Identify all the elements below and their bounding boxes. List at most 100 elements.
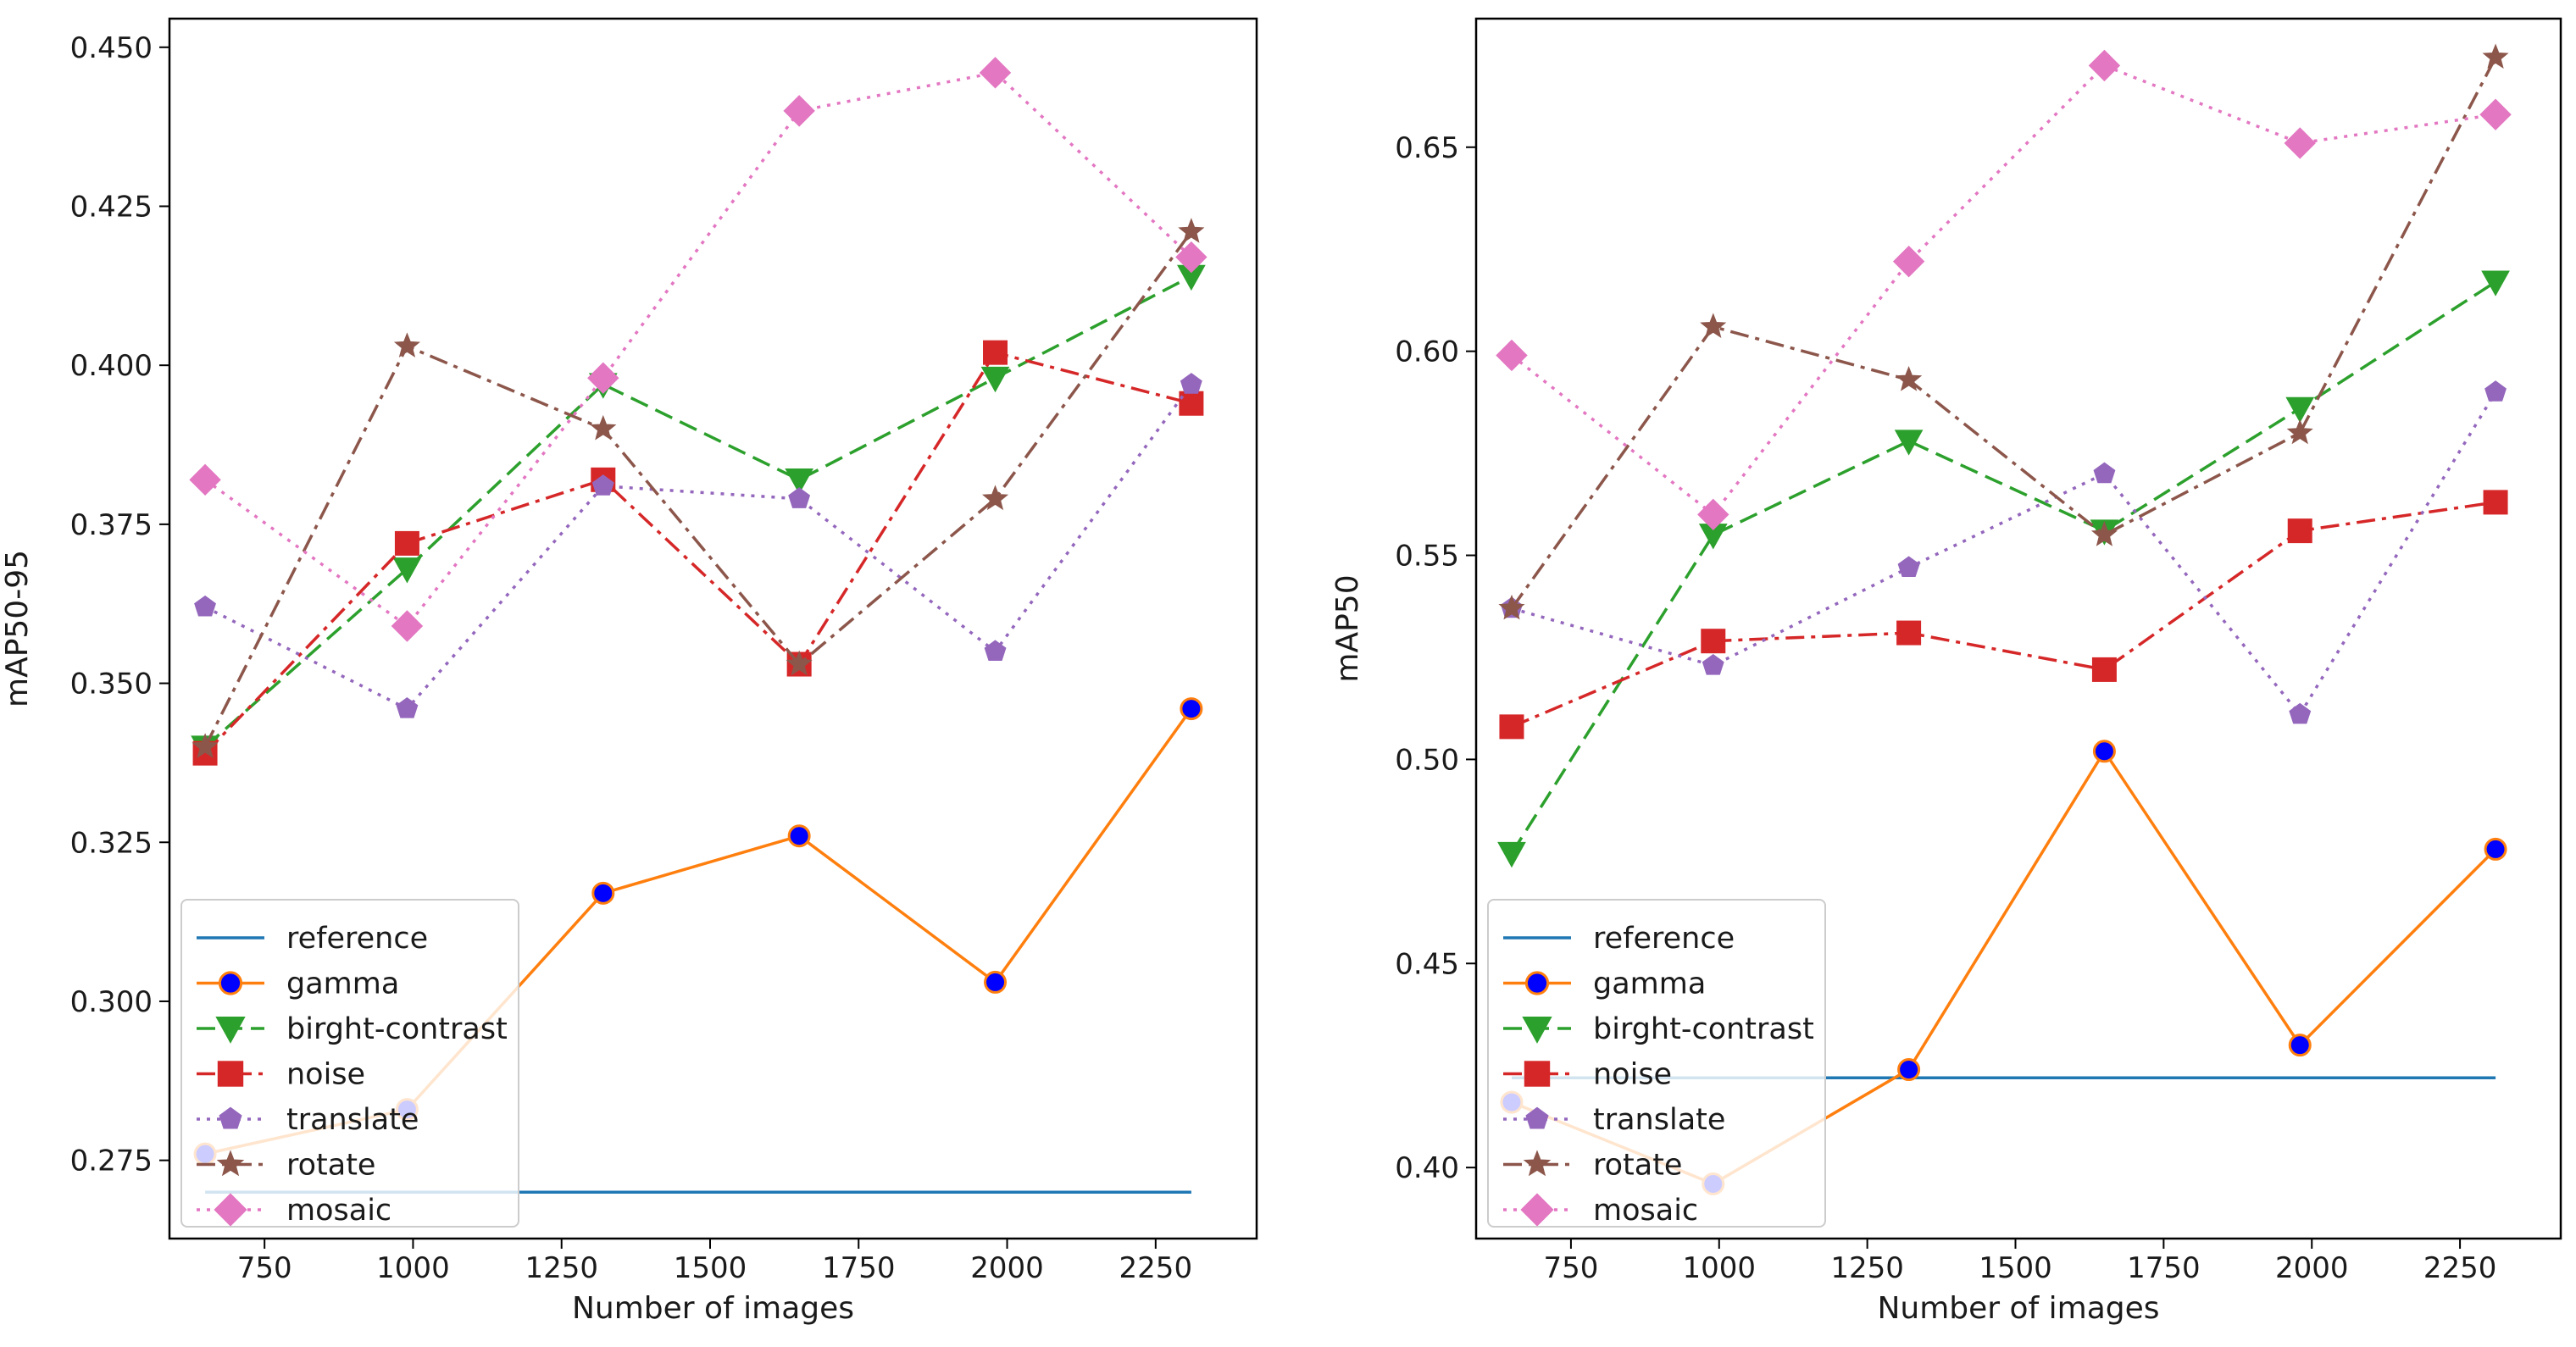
y-tick-label: 0.300	[70, 985, 153, 1019]
data-point-noise	[983, 340, 1008, 365]
legend: reference gamma birght-contrast noise transl…	[1487, 899, 1826, 1228]
y-tick-label: 0.350	[70, 668, 153, 701]
legend: reference gamma birght-contrast noise transl…	[180, 899, 519, 1228]
data-point-mosaic	[189, 463, 221, 496]
legend-entry-noise: noise	[1503, 1058, 1672, 1092]
data-point-bright	[1894, 430, 1924, 456]
x-tick-label: 1000	[1683, 1251, 1757, 1285]
data-point-gamma	[984, 970, 1008, 994]
data-point-mosaic	[2284, 127, 2316, 159]
x-tick-label: 750	[237, 1251, 292, 1285]
chart-map50-95: 750 1000 1250 1500 1750 2000 2250 0.275 0.300 0.3…	[0, 17, 1258, 1326]
legend-marker-noise	[1524, 1061, 1551, 1087]
data-point-noise	[1896, 620, 1922, 646]
legend-label-translate: translate	[286, 1103, 419, 1137]
data-point-translate	[1897, 556, 1920, 577]
legend-entry-rotate: rotate	[197, 1149, 375, 1183]
data-point-translate	[396, 696, 419, 718]
data-point-translate	[591, 474, 614, 496]
plot-frame	[1474, 17, 2562, 1240]
legend-entry-mosaic: mosaic	[197, 1193, 391, 1228]
legend-box	[180, 899, 519, 1228]
data-point-translate	[788, 487, 811, 508]
legend-label-translate: translate	[1593, 1103, 1725, 1137]
data-point-mosaic	[2088, 49, 2121, 82]
x-axis-label: Number of images	[1877, 1291, 2159, 1326]
x-tick-label: 1500	[1979, 1251, 2052, 1285]
data-point-gamma	[2092, 740, 2116, 763]
series-line-mosaic	[1510, 64, 2496, 517]
data-point-mosaic	[2479, 98, 2512, 130]
legend-marker-bright	[1522, 1017, 1552, 1044]
legend-entry-bright: birght-contrast	[197, 1012, 508, 1046]
data-point-gamma	[2288, 1034, 2312, 1057]
legend-marker-gamma	[218, 971, 243, 995]
data-point-rotate	[2482, 43, 2509, 69]
y-tick-label: 0.275	[70, 1145, 153, 1178]
data-point-mosaic	[1892, 245, 1925, 278]
data-point-translate	[1180, 373, 1202, 394]
data-point-translate	[2484, 380, 2507, 402]
series-mosaic	[1496, 49, 2512, 531]
data-point-noise	[1179, 391, 1204, 416]
data-point-rotate	[1895, 366, 1923, 391]
x-tick-label: 1250	[525, 1251, 598, 1285]
series-rotate	[192, 218, 1205, 758]
data-point-translate	[2289, 702, 2312, 724]
legend-entry-translate: translate	[1503, 1103, 1725, 1137]
legend-label-rotate: rotate	[286, 1149, 375, 1183]
data-point-rotate	[1178, 218, 1205, 243]
data-point-mosaic	[1697, 498, 1729, 531]
data-point-rotate	[2090, 521, 2118, 546]
x-tick-label: 1500	[674, 1251, 747, 1285]
legend-marker-translate	[1525, 1106, 1549, 1129]
data-point-translate	[194, 595, 216, 617]
data-point-rotate	[590, 414, 617, 441]
x-axis-label: Number of images	[572, 1291, 854, 1326]
data-point-noise	[1499, 714, 1524, 740]
data-point-bright	[785, 468, 814, 495]
data-point-rotate	[786, 650, 813, 676]
series-line-bright	[1510, 280, 2497, 855]
data-point-rotate	[2286, 419, 2313, 445]
y-tick-label: 0.325	[70, 826, 153, 860]
data-point-noise	[2483, 490, 2508, 515]
legend-entry-mosaic: mosaic	[1503, 1193, 1698, 1228]
data-point-mosaic	[391, 610, 424, 642]
legend-entry-noise: noise	[197, 1058, 365, 1092]
data-point-rotate	[192, 733, 219, 758]
data-point-gamma	[591, 881, 615, 905]
legend-entry-reference: reference	[1503, 922, 1735, 956]
data-point-mosaic	[1496, 339, 1528, 372]
legend-marker-mosaic	[214, 1193, 247, 1227]
legend-entry-gamma: gamma	[197, 967, 399, 1001]
legend-marker-mosaic	[1520, 1193, 1554, 1227]
y-tick-label: 0.375	[70, 508, 153, 542]
legend-entry-translate: translate	[197, 1103, 419, 1137]
data-point-gamma	[1180, 697, 1203, 721]
legend-label-rotate: rotate	[1593, 1149, 1682, 1183]
legend-label-noise: noise	[286, 1058, 365, 1092]
data-point-rotate	[1498, 594, 1525, 620]
legend-marker-rotate	[216, 1150, 245, 1177]
chart-map50: 750 1000 1250 1500 1750 2000 2250 0.40 0.45 0.50 0…	[1330, 17, 2562, 1326]
y-tick-label: 0.55	[1395, 540, 1459, 574]
series-line-rotate	[203, 230, 1193, 748]
data-point-mosaic	[783, 95, 815, 127]
legend-marker-translate	[219, 1106, 242, 1129]
legend-label-gamma: gamma	[1593, 967, 1706, 1001]
legend-label-mosaic: mosaic	[286, 1194, 391, 1228]
y-tick-label: 0.400	[70, 349, 153, 383]
series-mosaic	[189, 57, 1208, 642]
data-point-noise	[2287, 518, 2312, 544]
data-point-bright	[980, 366, 1010, 393]
x-tick-label: 1000	[376, 1251, 450, 1285]
data-point-translate	[984, 640, 1007, 661]
plot-frame	[168, 17, 1258, 1240]
y-tick-label: 0.50	[1395, 743, 1459, 777]
y-tick-label: 0.65	[1395, 131, 1459, 165]
legend-box	[1487, 899, 1826, 1228]
x-tick-label: 750	[1543, 1251, 1598, 1285]
y-axis-label: mAP50	[1330, 574, 1365, 682]
